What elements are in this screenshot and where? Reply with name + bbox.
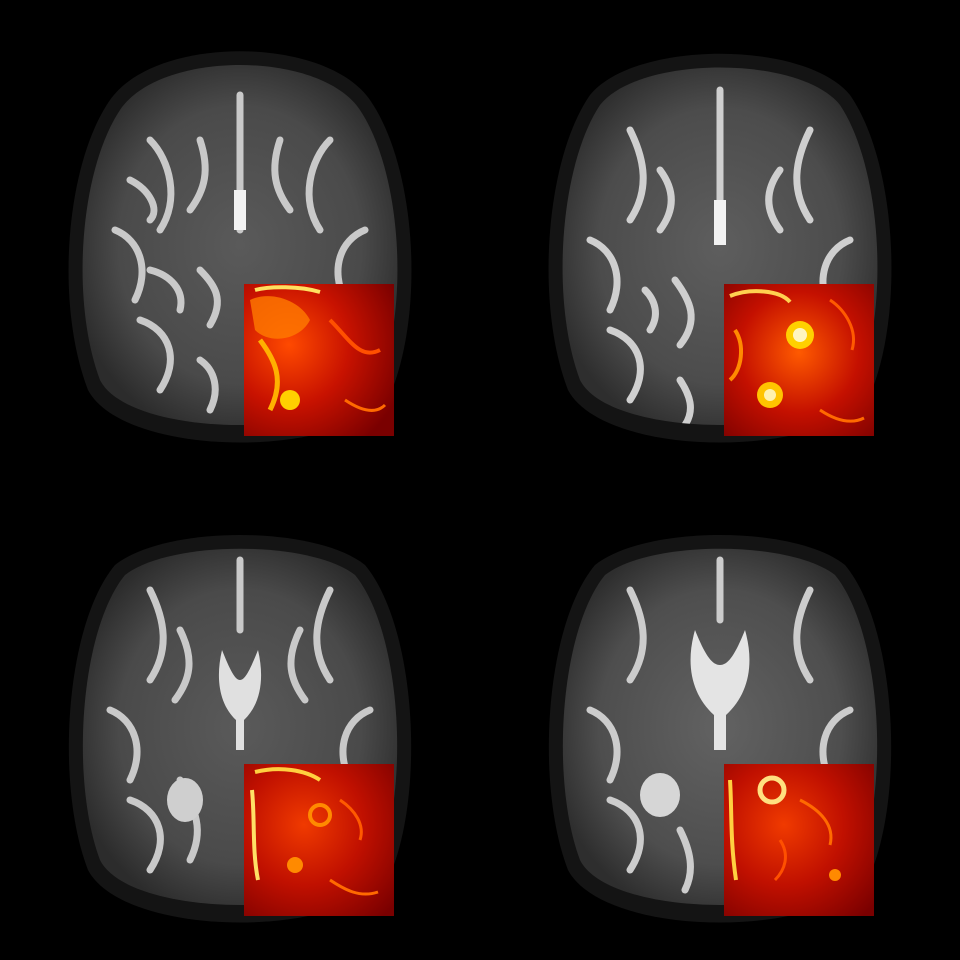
- mri-panel-top-right: [480, 0, 960, 480]
- midline-csf: [714, 200, 726, 245]
- sulci: [111, 91, 369, 414]
- mri-panel-bottom-left: [0, 480, 480, 960]
- posterior-csf: [167, 778, 203, 822]
- activation-overlay: [244, 764, 394, 916]
- lateral-ventricles: [218, 650, 262, 750]
- activation-overlay: [244, 284, 394, 436]
- mri-panel-bottom-right: [480, 480, 960, 960]
- lateral-ventricles: [690, 630, 750, 750]
- brain-slice-top-left: [68, 51, 412, 443]
- activation-overlay: [724, 284, 874, 436]
- midline-csf: [234, 190, 246, 230]
- brain-slice-top-right: [548, 53, 892, 443]
- mri-panel-top-left: [0, 0, 480, 480]
- brain-slice-bottom-left: [68, 535, 412, 923]
- brain-slice-bottom-right: [548, 535, 892, 923]
- sulci: [106, 556, 374, 874]
- activation-overlay: [724, 764, 874, 916]
- posterior-csf: [640, 773, 680, 817]
